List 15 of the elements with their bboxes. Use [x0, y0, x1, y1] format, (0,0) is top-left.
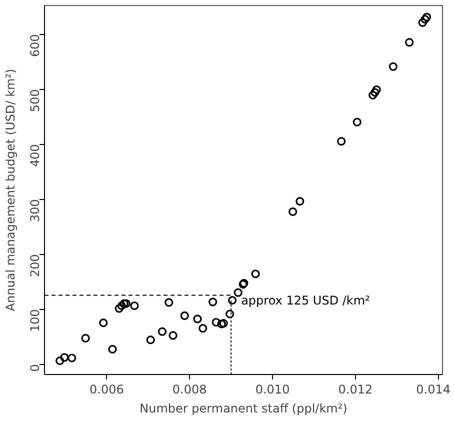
x-axis-title: Number permanent staff (ppl/km²) [140, 402, 348, 416]
y-tick-label: 600 [28, 34, 42, 57]
y-tick-label: 400 [28, 144, 42, 167]
x-tick-label: 0.014 [416, 382, 451, 396]
x-tick-label: 0.012 [338, 382, 373, 396]
y-tick-label: 200 [28, 254, 42, 277]
ref-line-label: approx 125 USD /km² [241, 293, 370, 308]
y-tick-label: 500 [28, 89, 42, 112]
y-tick-label: 300 [28, 199, 42, 222]
x-tick-label: 0.008 [172, 382, 207, 396]
x-tick-label: 0.010 [255, 382, 290, 396]
y-tick-label: 0 [28, 364, 42, 372]
y-axis-title: Annual management budget (USD/ km²) [4, 68, 18, 312]
x-tick-label: 0.006 [90, 382, 124, 396]
y-tick-label: 100 [28, 309, 42, 332]
